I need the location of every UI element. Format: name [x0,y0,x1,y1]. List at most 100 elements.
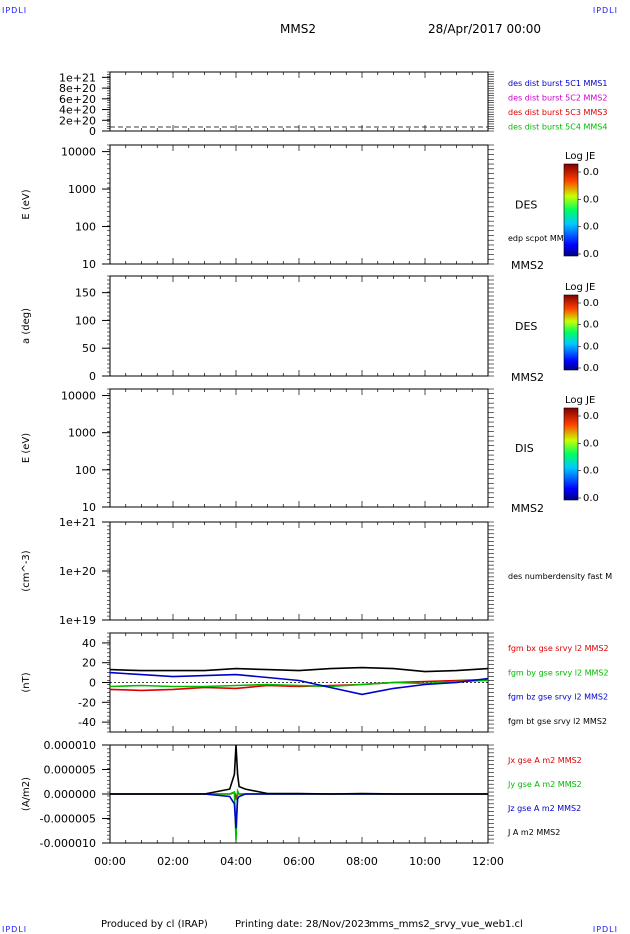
y-tick-label: 1000 [68,183,96,196]
y-tick-label: 10 [82,258,96,271]
colorbar-title: Log JE [565,395,595,406]
series-line-fgm-by [109,679,489,688]
y-tick-label: 150 [75,287,96,300]
y-tick-label: 1e+21 [59,516,96,529]
spacecraft-label: MMS2 [511,371,544,384]
y-tick-label: 100 [75,464,96,477]
legend-series: Jx gse A m2 MMS2 [507,756,582,765]
x-tick-label: 02:00 [157,855,189,868]
y-tick-label: 10000 [61,146,96,159]
y-tick-label: -0.000005 [40,813,96,826]
y-tick-label: 1e+21 [59,71,96,84]
y-tick-label: 50 [82,342,96,355]
y-tick-label: 1e+20 [59,565,96,578]
y-tick-label: 2e+20 [59,114,96,127]
colorbar-tick-label: 0.0 [583,438,599,449]
y-axis-label: E (eV) [21,189,32,219]
colorbar-tick-label: 0.0 [583,411,599,422]
colorbar [563,163,579,257]
y-tick-label: 0 [89,370,96,383]
y-tick-label: -0.000010 [40,837,96,850]
colorbar-tick-label: 0.0 [583,249,599,260]
spacecraft-label: MMS2 [511,502,544,515]
y-axis-label: (nT) [21,672,32,692]
legend-series: des dist burst 5C2 MMS2 [508,94,607,103]
corner-mark-top-left: IPDLI [2,6,28,15]
colorbar [563,407,579,501]
legend-series: fgm bx gse srvy l2 MMS2 [508,644,609,653]
corner-mark-bottom-left: IPDLI [2,925,28,934]
legend-series: des dist burst 5C4 MMS4 [508,123,607,132]
corner-mark-bottom-right: IPDLI [592,925,618,934]
printing-date: Printing date: 28/Nov/2023 [235,919,371,930]
colorbar-tick-label: 0.0 [583,222,599,233]
legend-series: Jy gse A m2 MMS2 [507,780,582,789]
y-tick-label: 40 [82,637,96,650]
instrument-label: DES [515,199,537,212]
y-tick-label: 8e+20 [59,82,96,95]
colorbar [563,294,579,371]
y-tick-label: 0.000005 [44,764,97,777]
colorbar-tick-label: 0.0 [583,341,599,352]
y-tick-label: 0.000000 [44,788,97,801]
series-line-fgm-bz [109,671,489,696]
instrument-label: DIS [515,442,534,455]
y-tick-label: 100 [75,221,96,234]
legend-series: des numberdensity fast M [508,572,612,581]
panel-frame-density [109,521,489,621]
y-tick-label: 1e+19 [59,614,96,627]
panel-frame-dis-energy [109,388,489,508]
legend-series: Jz gse A m2 MMS2 [507,804,581,813]
colorbar-tick-label: 0.0 [583,320,599,331]
colorbar-tick-label: 0.0 [583,194,599,205]
y-tick-label: 6e+20 [59,93,96,106]
colorbar-tick-label: 0.0 [583,298,599,309]
legend-series: des dist burst 5C1 MMS1 [508,79,607,88]
x-tick-label: 08:00 [346,855,378,868]
series-line-fgm-bt [109,666,489,673]
y-tick-label: 1000 [68,427,96,440]
panel-frame-des-pitch [109,275,489,377]
series-line-fgm-bx [109,678,489,692]
y-axis-label: (cm^-3) [21,550,32,591]
x-tick-label: 06:00 [283,855,315,868]
legend-series: fgm by gse srvy l2 MMS2 [508,668,609,677]
y-axis-label: (A/m2) [21,777,32,811]
legend-series: fgm bt gse srvy l2 MMS2 [508,717,607,726]
panel-frame-des-energy [109,144,489,265]
y-tick-label: 0.000010 [44,739,97,752]
y-axis-label: E (eV) [21,433,32,463]
colorbar-tick-label: 0.0 [583,466,599,477]
x-tick-label: 00:00 [94,855,126,868]
product-name: mms_mms2_srvy_vue_web1.cl [369,919,523,930]
spacecraft-label: MMS2 [511,259,544,272]
colorbar-title: Log JE [565,151,595,162]
y-tick-label: -20 [78,696,96,709]
colorbar-tick-label: 0.0 [583,493,599,504]
y-axis-label: a (deg) [21,308,32,344]
colorbar-tick-label: 0.0 [583,363,599,374]
y-tick-label: 100 [75,314,96,327]
series-line-J-A [110,744,488,795]
y-tick-label: 20 [82,657,96,670]
y-tick-label: 10 [82,501,96,514]
x-tick-label: 12:00 [472,855,504,868]
legend-series: J A m2 MMS2 [507,828,560,837]
y-tick-label: 0 [89,677,96,690]
y-tick-label: 4e+20 [59,104,96,117]
spacecraft-title: MMS2 [280,22,316,36]
legend-series: des dist burst 5C3 MMS3 [508,108,607,117]
legend-series: fgm bz gse srvy l2 MMS2 [508,693,608,702]
y-tick-label: 10000 [61,390,96,403]
x-tick-label: 04:00 [220,855,252,868]
panel-frame-distribution [109,71,489,132]
date-title: 28/Apr/2017 00:00 [428,22,542,36]
series-line-Jy-gse [110,788,488,841]
x-tick-label: 10:00 [409,855,441,868]
instrument-label: DES [515,320,537,333]
produced-by: Produced by cl (IRAP) [101,919,208,930]
overlay-label: edp scpot MMS2 [508,234,574,243]
corner-mark-top-right: IPDLI [592,6,618,15]
colorbar-title: Log JE [565,282,595,293]
